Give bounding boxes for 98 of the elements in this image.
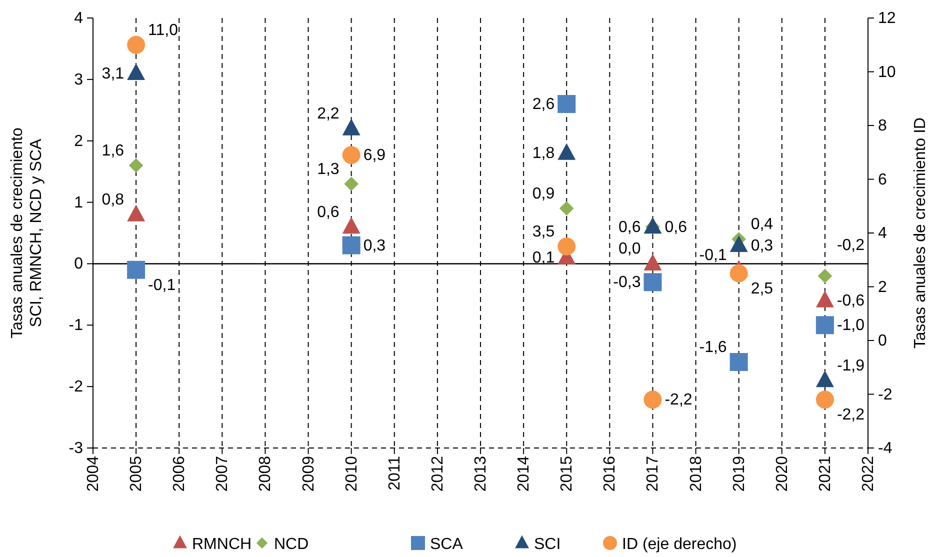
x-tick-label: 2019 [730, 456, 748, 492]
point [127, 63, 146, 80]
data-label: -1,0 [836, 317, 865, 334]
point [127, 260, 146, 279]
y-tick-label: 4 [74, 10, 84, 27]
y-tick-label: 0 [74, 256, 84, 273]
data-label: -1,9 [836, 357, 865, 374]
y-tick-label: 3 [74, 71, 84, 88]
point [342, 216, 360, 234]
x-tick-label: 2004 [85, 456, 102, 492]
y-tick-label: 2 [74, 132, 84, 150]
data-label: 0,4 [750, 216, 774, 234]
data-label: -2,2 [836, 406, 865, 424]
y2-tick-label: 12 [878, 10, 896, 27]
data-label: 1,3 [317, 160, 340, 178]
point [128, 158, 144, 173]
point [730, 235, 748, 252]
data-label: 0,6 [618, 218, 641, 236]
x-tick-label: 2008 [257, 456, 274, 492]
data-label: -0,6 [836, 292, 865, 310]
data-label: 0,3 [750, 237, 774, 254]
legend-label: SCA [430, 536, 464, 553]
data-label: 1,6 [102, 142, 124, 160]
point [558, 143, 576, 160]
point [730, 264, 748, 282]
point [644, 254, 662, 270]
point [644, 273, 662, 292]
point [816, 316, 834, 334]
y2-tick-label: 0 [878, 332, 887, 350]
point [342, 236, 360, 254]
y2-tick-label: -2 [878, 386, 892, 404]
data-label: 1,8 [532, 145, 555, 162]
point [816, 290, 834, 308]
data-label: 0,0 [618, 240, 641, 258]
point [816, 370, 834, 388]
y2-tick-label: 2 [878, 278, 887, 296]
y-tick-label: -2 [68, 378, 84, 396]
y2-tick-label: -4 [878, 440, 892, 457]
data-label: -1,6 [699, 339, 727, 356]
data-label: -0,1 [699, 246, 727, 264]
y2-tick-label: 4 [878, 225, 887, 242]
point [342, 118, 360, 136]
data-label: 0,6 [664, 218, 688, 236]
x-tick-label: 2015 [558, 456, 576, 492]
data-label: -0,2 [836, 237, 865, 254]
data-label: 2,5 [750, 280, 774, 298]
x-tick-label: 2011 [386, 456, 404, 490]
x-tick-label: 2010 [343, 456, 360, 492]
y-tick-label: 1 [74, 194, 84, 212]
x-tick-label: 2022 [860, 456, 877, 492]
data-label: 2,6 [532, 96, 555, 113]
data-label: 3,5 [532, 223, 555, 240]
data-label: -2,2 [664, 392, 692, 409]
legend-label: NCD [274, 536, 309, 553]
point [559, 201, 574, 216]
y2-axis-title: Tasas anuales de crecimiento ID [912, 117, 929, 349]
data-label: 0,9 [532, 185, 555, 202]
x-tick-label: 2021 [816, 456, 834, 492]
point [730, 353, 748, 371]
legend-label: SCI [534, 536, 561, 553]
point [816, 390, 834, 409]
data-label: 3,1 [102, 65, 124, 82]
x-tick-label: 2017 [644, 456, 662, 492]
x-tick-label: 2020 [774, 456, 791, 492]
x-tick-label: 2006 [171, 456, 188, 492]
y-tick-label: -3 [68, 440, 84, 457]
x-tick-label: 2018 [688, 456, 705, 492]
x-tick-label: 2007 [214, 456, 232, 492]
point [344, 176, 359, 192]
x-tick-label: 2016 [602, 456, 619, 492]
data-label: 2,2 [317, 106, 340, 123]
y2-tick-label: 8 [878, 118, 887, 134]
x-tick-label: 2013 [472, 456, 490, 492]
point [558, 237, 576, 256]
y-tick-label: -1 [68, 317, 84, 334]
y2-tick-label: 6 [878, 171, 887, 188]
data-label: 6,9 [363, 147, 386, 164]
legend-label: ID (eje derecho) [622, 536, 737, 553]
point [644, 390, 662, 409]
data-label: 0,6 [317, 204, 340, 221]
x-tick-label: 2005 [128, 456, 146, 492]
x-tick-label: 2009 [300, 456, 318, 492]
point [558, 95, 576, 113]
point [818, 268, 832, 284]
point [127, 204, 146, 222]
legend-label: RMNCH [192, 536, 252, 553]
data-label: 11,0 [148, 22, 178, 39]
data-label: -0,1 [148, 276, 176, 294]
data-label: 0,8 [102, 192, 124, 209]
point [127, 36, 146, 54]
data-label: 0,3 [363, 237, 386, 254]
data-label: 0,1 [532, 250, 555, 267]
data-label: -0,3 [613, 274, 641, 292]
x-tick-label: 2012 [429, 456, 446, 492]
x-tick-label: 2014 [516, 456, 533, 492]
point [342, 146, 360, 164]
y2-tick-label: 10 [878, 64, 896, 81]
y-axis-title: Tasas anuales de crecimiento SCI, RMNCH, NCD y SCA [9, 128, 45, 338]
